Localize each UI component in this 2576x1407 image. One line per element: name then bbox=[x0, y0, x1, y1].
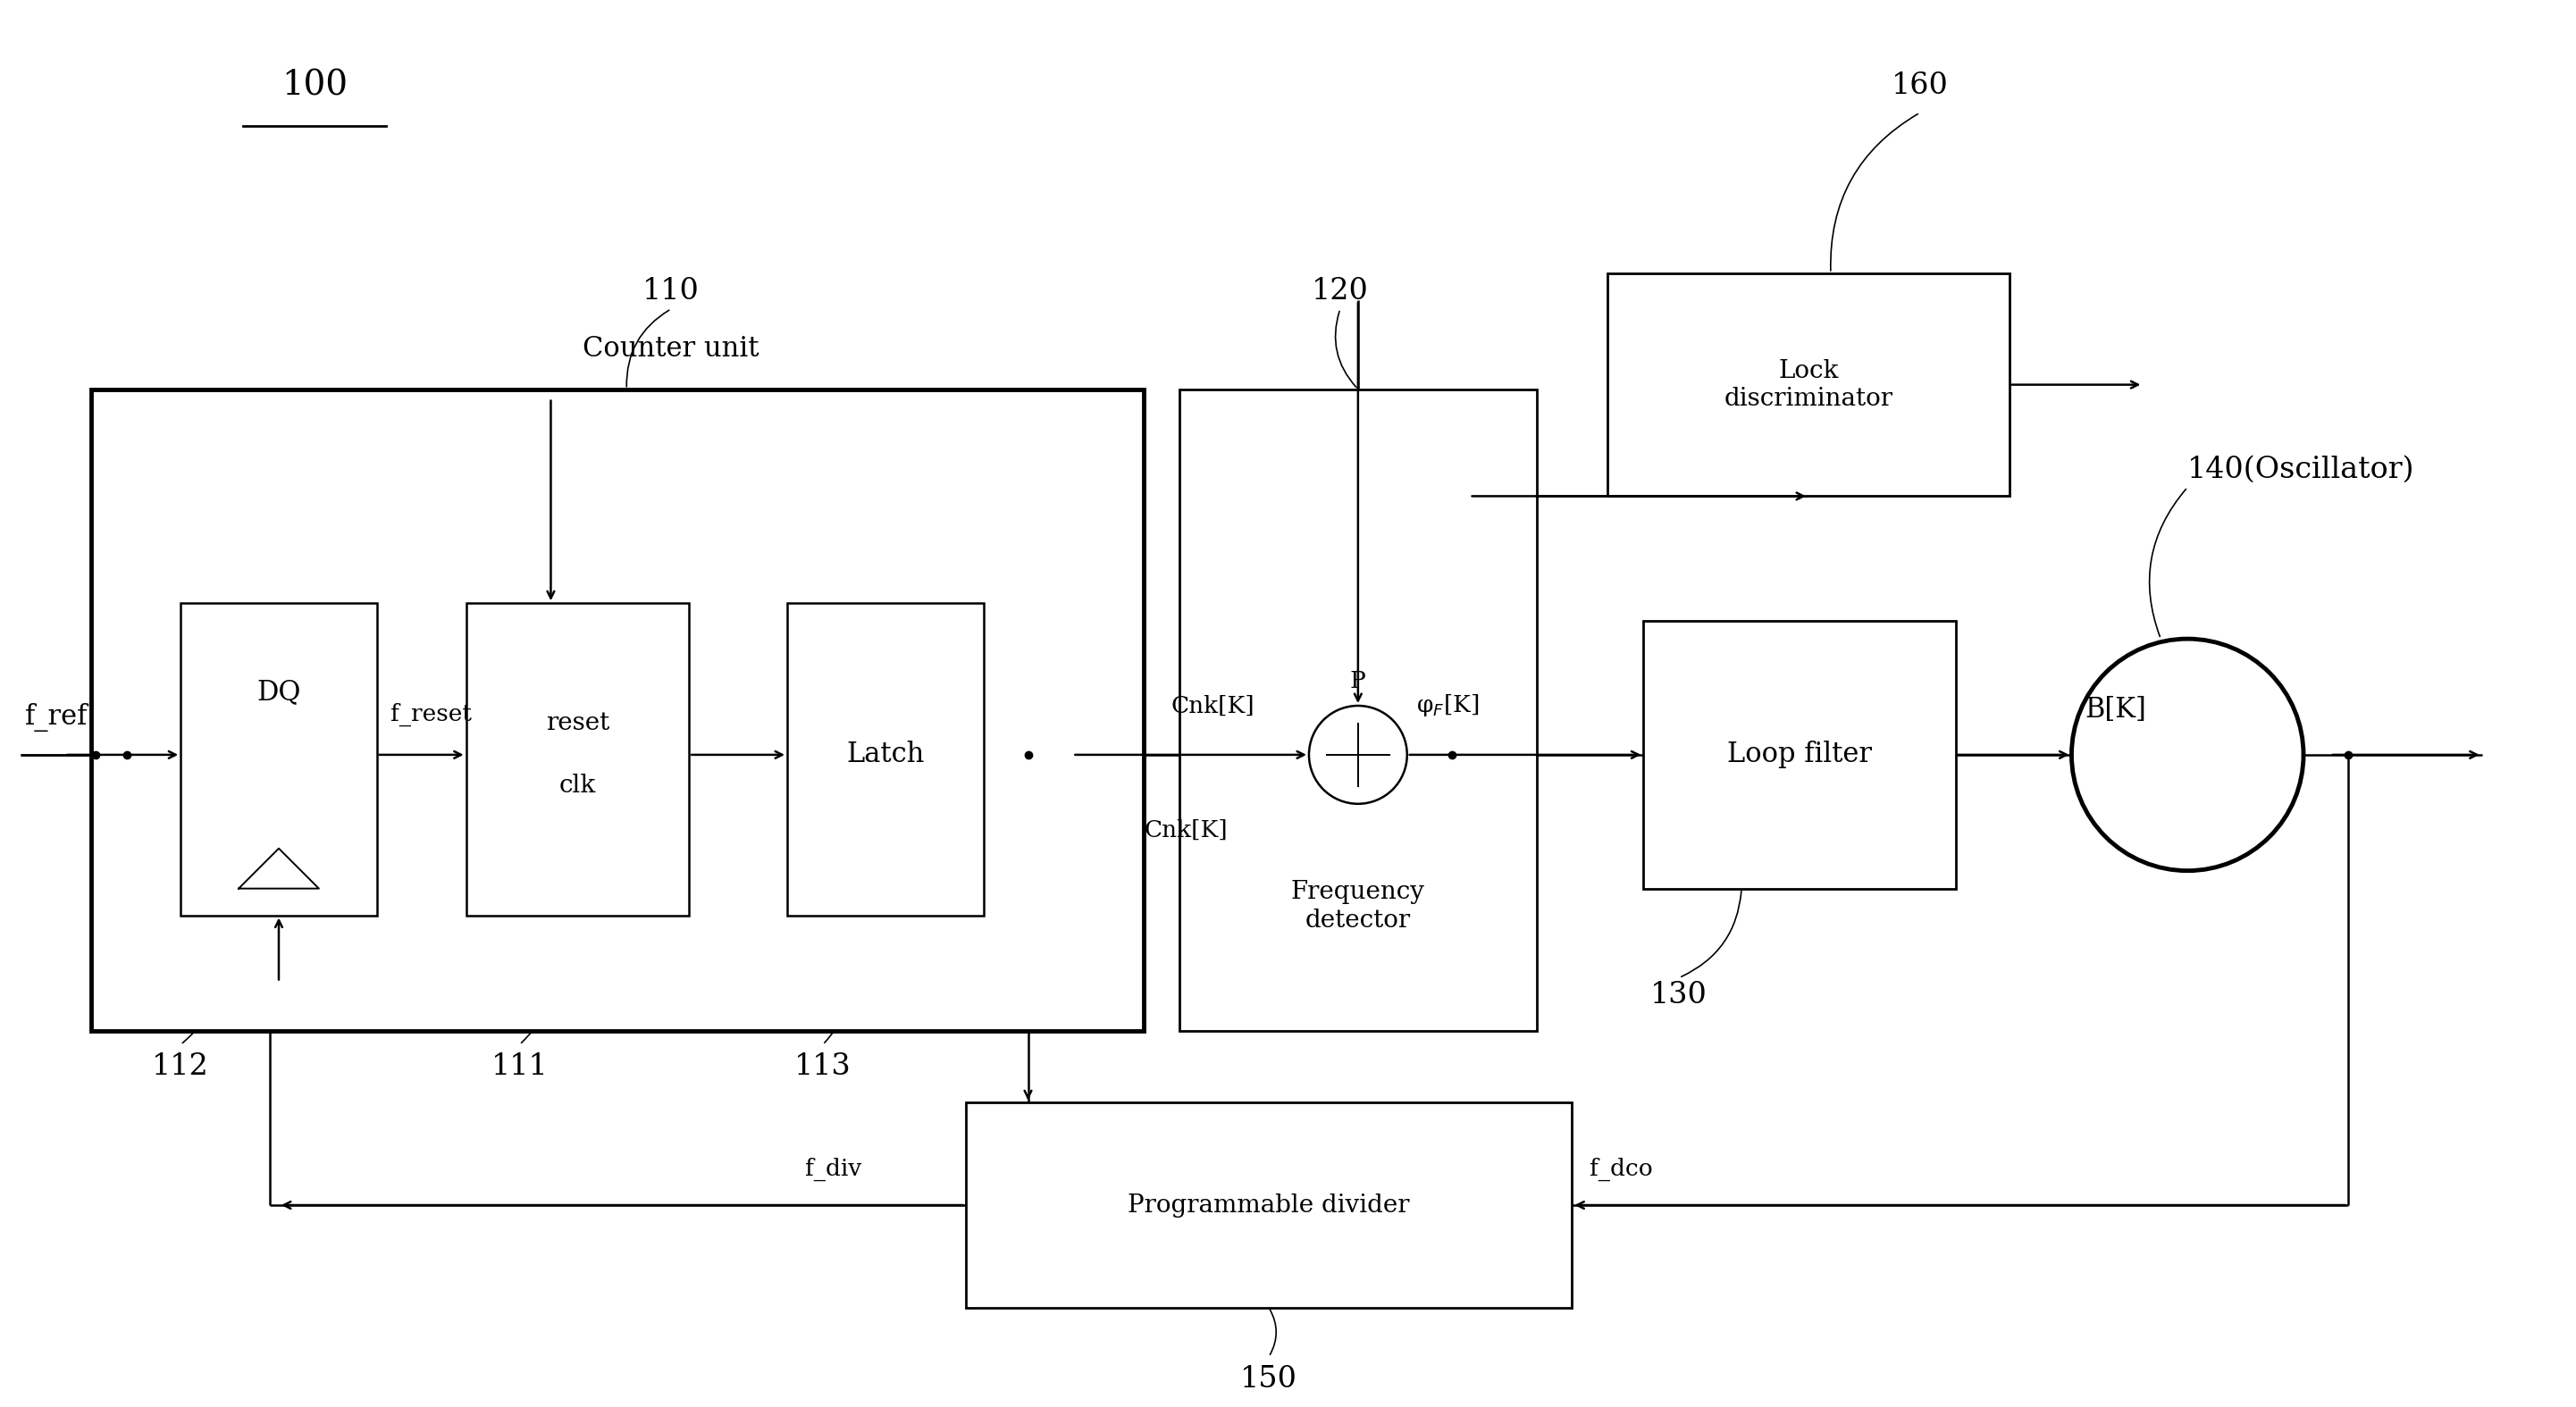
Text: 130: 130 bbox=[1651, 981, 1708, 1010]
Text: Frequency
detector: Frequency detector bbox=[1291, 881, 1425, 933]
Text: f_dco: f_dco bbox=[1589, 1158, 1654, 1180]
Bar bbox=[93, 390, 1144, 1031]
Text: 120: 120 bbox=[1311, 277, 1368, 305]
Text: 140(Oscillator): 140(Oscillator) bbox=[2187, 454, 2414, 484]
Text: Counter unit: Counter unit bbox=[582, 335, 760, 363]
Bar bbox=[1180, 390, 1535, 1031]
Text: Loop filter: Loop filter bbox=[1726, 741, 1873, 768]
Text: 150: 150 bbox=[1239, 1365, 1298, 1393]
Text: Cnk[K]: Cnk[K] bbox=[1144, 819, 1229, 841]
Text: 113: 113 bbox=[793, 1052, 850, 1081]
Bar bbox=[1607, 273, 2009, 497]
Text: 160: 160 bbox=[1891, 72, 1947, 100]
Text: P: P bbox=[1350, 670, 1365, 692]
Circle shape bbox=[2071, 639, 2303, 871]
Text: 110: 110 bbox=[641, 277, 701, 305]
Text: 112: 112 bbox=[152, 1052, 209, 1081]
Bar bbox=[788, 604, 984, 916]
Text: DQ: DQ bbox=[258, 678, 301, 706]
Text: Latch: Latch bbox=[848, 741, 925, 768]
Text: f_div: f_div bbox=[806, 1158, 860, 1180]
Text: Programmable divider: Programmable divider bbox=[1128, 1193, 1409, 1217]
Text: clk: clk bbox=[559, 774, 595, 798]
Text: 111: 111 bbox=[492, 1052, 549, 1081]
Circle shape bbox=[1309, 706, 1406, 803]
Bar bbox=[966, 1103, 1571, 1307]
Text: Cnk[K]: Cnk[K] bbox=[1170, 695, 1255, 718]
Bar bbox=[466, 604, 688, 916]
Bar bbox=[180, 604, 376, 916]
Text: 100: 100 bbox=[281, 69, 348, 103]
Text: f_ref: f_ref bbox=[26, 704, 88, 732]
Text: f_reset: f_reset bbox=[392, 704, 471, 726]
Bar bbox=[1643, 620, 1955, 889]
Text: reset: reset bbox=[546, 712, 611, 736]
Text: φ$_F$[K]: φ$_F$[K] bbox=[1417, 692, 1479, 719]
Text: B[K]: B[K] bbox=[2084, 696, 2146, 725]
Text: Lock
discriminator: Lock discriminator bbox=[1723, 359, 1893, 411]
